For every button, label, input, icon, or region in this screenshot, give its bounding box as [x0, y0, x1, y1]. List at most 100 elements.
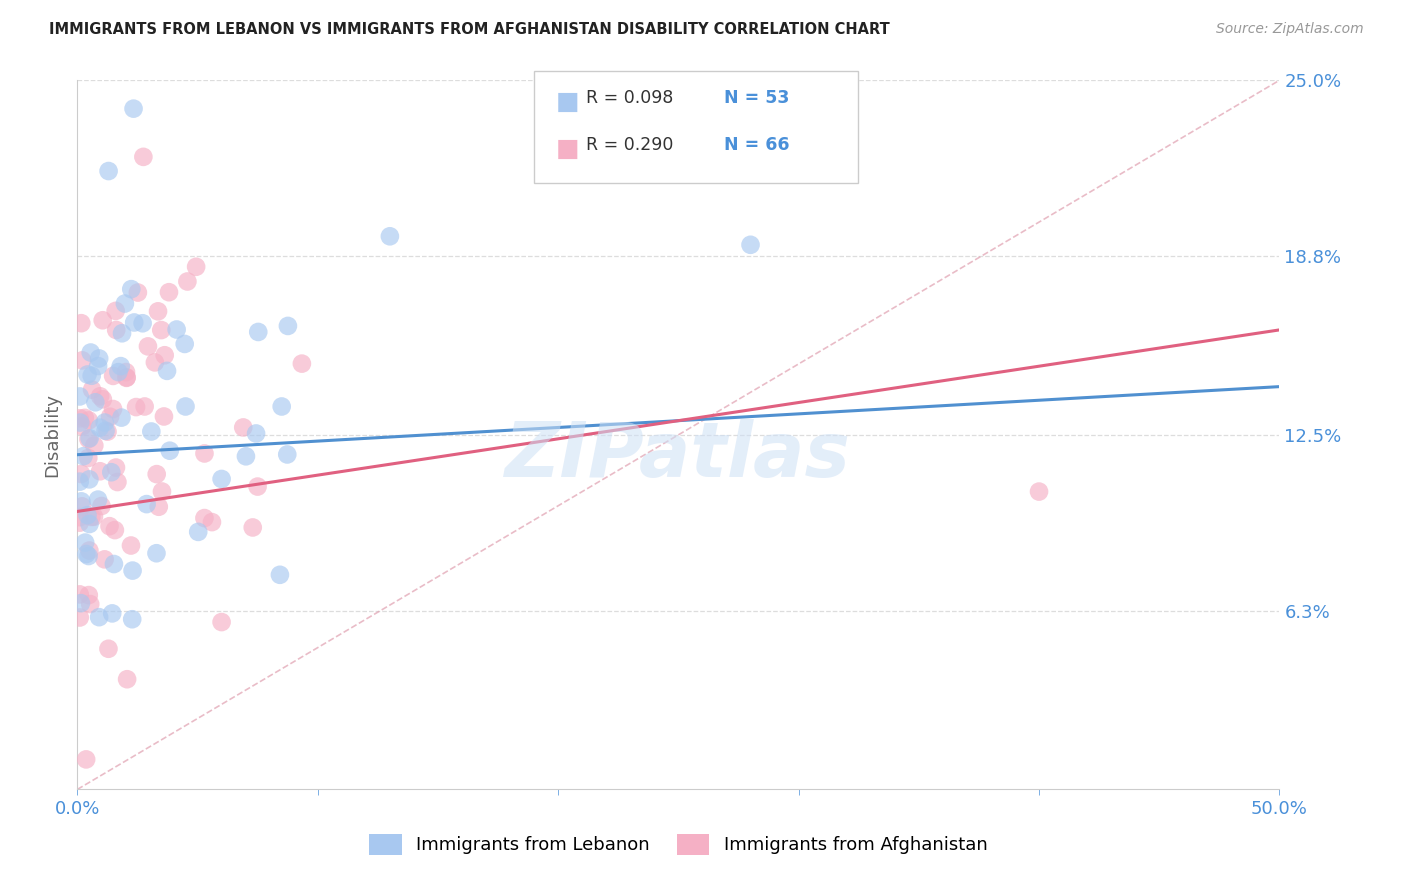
Point	[150, 484, 173, 499]
Point	[69, 610, 91, 624]
Point	[276, 447, 298, 461]
Point	[77, 588, 100, 602]
Point	[156, 364, 179, 378]
Point	[110, 410, 132, 425]
Point	[80, 345, 103, 359]
Point	[77, 413, 100, 427]
Point	[80, 510, 103, 524]
Point	[121, 564, 143, 578]
Text: ■: ■	[555, 136, 579, 161]
Point	[73, 410, 96, 425]
Point	[153, 348, 176, 362]
Point	[79, 543, 101, 558]
Text: N = 66: N = 66	[724, 136, 790, 153]
Point	[246, 479, 269, 493]
Point	[94, 416, 117, 430]
Text: R = 0.290: R = 0.290	[586, 136, 673, 153]
Point	[83, 509, 105, 524]
Point	[134, 400, 156, 414]
Point	[121, 612, 143, 626]
Point	[132, 150, 155, 164]
Point	[110, 359, 132, 373]
Point	[76, 508, 98, 523]
Point	[80, 368, 103, 383]
Text: ■: ■	[555, 90, 579, 114]
Text: ZIPatlas: ZIPatlas	[505, 419, 852, 493]
Point	[378, 229, 401, 244]
Point	[87, 359, 110, 373]
Point	[107, 475, 129, 489]
Point	[141, 425, 163, 439]
Point	[122, 316, 145, 330]
Point	[89, 389, 111, 403]
Point	[80, 383, 103, 397]
Point	[70, 353, 93, 368]
Point	[105, 323, 128, 337]
Point	[77, 432, 100, 446]
Point	[69, 516, 91, 530]
Y-axis label: Disability: Disability	[44, 392, 62, 477]
Point	[93, 552, 115, 566]
Point	[75, 535, 97, 549]
Point	[145, 467, 167, 482]
Point	[184, 260, 207, 274]
Point	[176, 275, 198, 289]
Point	[1028, 484, 1050, 499]
Point	[111, 326, 134, 341]
Point	[173, 337, 195, 351]
Point	[114, 296, 136, 310]
Point	[89, 351, 111, 366]
Point	[291, 357, 314, 371]
Point	[270, 400, 292, 414]
Point	[157, 285, 180, 300]
Point	[211, 615, 233, 629]
Point	[201, 515, 224, 529]
Point	[100, 465, 122, 479]
Point	[79, 516, 101, 531]
Point	[242, 520, 264, 534]
Point	[77, 549, 100, 563]
Point	[245, 426, 267, 441]
Point	[79, 472, 101, 486]
Point	[107, 365, 129, 379]
Point	[153, 409, 176, 424]
Point	[247, 325, 270, 339]
Point	[131, 316, 153, 330]
Point	[115, 371, 138, 385]
Point	[75, 547, 97, 561]
Point	[101, 402, 124, 417]
Point	[69, 475, 91, 489]
Point	[150, 323, 173, 337]
Point	[269, 567, 291, 582]
Point	[98, 409, 121, 424]
Point	[120, 282, 142, 296]
Point	[87, 492, 110, 507]
Point	[69, 411, 91, 425]
Point	[69, 389, 91, 403]
Text: Source: ZipAtlas.com: Source: ZipAtlas.com	[1216, 22, 1364, 37]
Point	[115, 672, 138, 686]
Point	[166, 322, 188, 336]
Point	[70, 494, 93, 508]
Point	[104, 460, 127, 475]
Point	[159, 443, 181, 458]
Point	[70, 419, 93, 434]
Point	[72, 449, 94, 463]
Point	[79, 597, 101, 611]
Point	[97, 641, 120, 656]
Point	[101, 607, 124, 621]
Text: R = 0.098: R = 0.098	[586, 89, 673, 107]
Point	[90, 499, 112, 513]
Point	[193, 511, 215, 525]
Point	[69, 510, 91, 524]
Point	[174, 400, 197, 414]
Point	[232, 420, 254, 434]
Point	[98, 519, 121, 533]
Point	[89, 420, 111, 434]
Legend: Immigrants from Lebanon, Immigrants from Afghanistan: Immigrants from Lebanon, Immigrants from…	[361, 827, 995, 862]
Point	[125, 400, 148, 414]
Point	[96, 425, 118, 439]
Point	[104, 523, 127, 537]
Point	[136, 339, 159, 353]
Point	[97, 164, 120, 178]
